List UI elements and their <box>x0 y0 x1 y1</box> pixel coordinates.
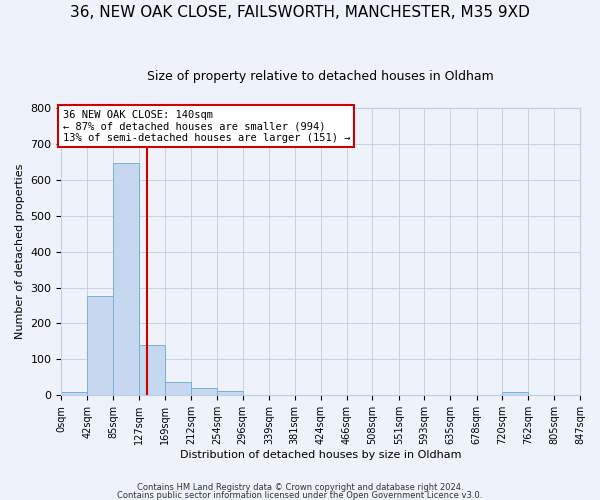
Text: 36 NEW OAK CLOSE: 140sqm
← 87% of detached houses are smaller (994)
13% of semi-: 36 NEW OAK CLOSE: 140sqm ← 87% of detach… <box>62 110 350 143</box>
Text: Contains HM Land Registry data © Crown copyright and database right 2024.: Contains HM Land Registry data © Crown c… <box>137 483 463 492</box>
Text: Contains public sector information licensed under the Open Government Licence v3: Contains public sector information licen… <box>118 490 482 500</box>
Bar <box>139 345 165 396</box>
Y-axis label: Number of detached properties: Number of detached properties <box>15 164 25 340</box>
Bar <box>191 388 217 396</box>
Bar <box>217 391 242 396</box>
Bar <box>61 392 87 396</box>
Text: 36, NEW OAK CLOSE, FAILSWORTH, MANCHESTER, M35 9XD: 36, NEW OAK CLOSE, FAILSWORTH, MANCHESTE… <box>70 5 530 20</box>
Bar <box>165 382 191 396</box>
Bar <box>502 392 528 396</box>
Title: Size of property relative to detached houses in Oldham: Size of property relative to detached ho… <box>148 70 494 83</box>
X-axis label: Distribution of detached houses by size in Oldham: Distribution of detached houses by size … <box>180 450 461 460</box>
Bar <box>87 296 113 396</box>
Bar <box>113 164 139 396</box>
